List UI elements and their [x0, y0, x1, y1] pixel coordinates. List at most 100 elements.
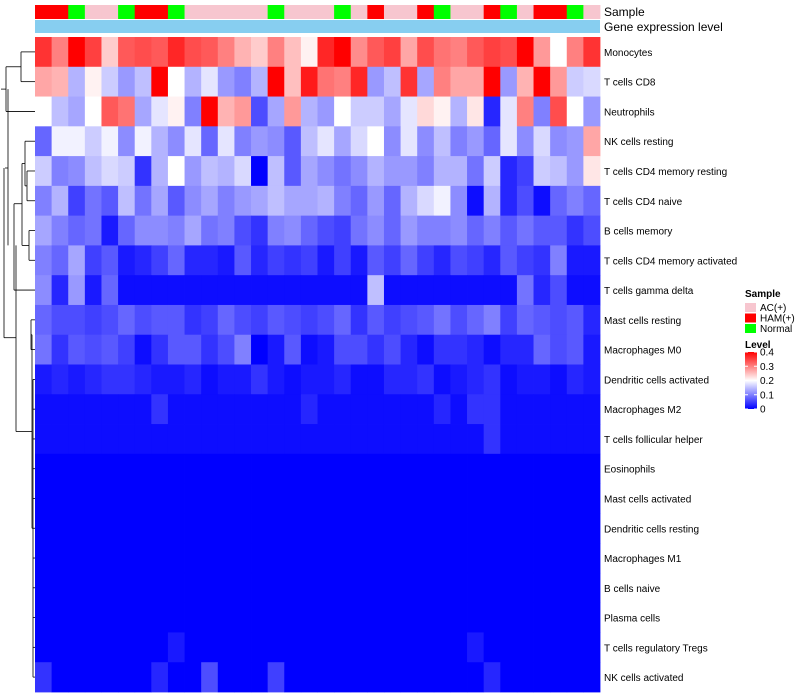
heatmap-cell [334, 632, 352, 663]
heatmap-cell [566, 126, 584, 157]
heatmap-cell [583, 334, 601, 365]
heatmap-cell [500, 453, 518, 484]
heatmap-cell [267, 96, 285, 127]
heatmap-cell [68, 66, 86, 97]
heatmap-cell [317, 632, 335, 663]
heatmap-cell [167, 453, 185, 484]
heatmap-cell [550, 632, 568, 663]
heatmap-cell [367, 364, 385, 395]
heatmap-cell [68, 453, 86, 484]
heatmap-cell [118, 245, 136, 276]
heatmap-cell [566, 513, 584, 544]
heatmap-cell [533, 632, 551, 663]
heatmap-cell [35, 483, 53, 514]
heatmap-cell [217, 424, 235, 455]
sample-annotation-cell [450, 5, 468, 19]
heatmap-cell [35, 602, 53, 633]
heatmap-cell [433, 602, 451, 633]
heatmap-cell [267, 364, 285, 395]
heatmap-cell [251, 364, 269, 395]
heatmap-cell [433, 245, 451, 276]
heatmap-cell [201, 66, 219, 97]
legend-level-tick-label: 0 [760, 405, 766, 416]
heatmap-cell [583, 602, 601, 633]
heatmap-cell [234, 483, 252, 514]
heatmap-cell [550, 156, 568, 187]
heatmap-cell [350, 37, 368, 68]
heatmap-cell [550, 37, 568, 68]
heatmap-cell [151, 632, 169, 663]
heatmap-cell [234, 245, 252, 276]
heatmap-cell [217, 185, 235, 217]
heatmap-cell [151, 245, 169, 276]
heatmap-cell [450, 185, 468, 217]
heatmap-cell [450, 543, 468, 574]
heatmap-cell [251, 37, 269, 68]
heatmap-cell [433, 156, 451, 187]
heatmap-cell [550, 364, 568, 395]
heatmap-cell [118, 37, 136, 68]
heatmap-cell [300, 483, 318, 514]
heatmap-cell [400, 96, 418, 127]
heatmap-cell [84, 185, 102, 217]
heatmap-cell [167, 632, 185, 663]
heatmap-cell [516, 245, 534, 276]
heatmap-cell [251, 483, 269, 514]
heatmap-cell [300, 156, 318, 187]
heatmap-cell [500, 483, 518, 514]
sample-annotation-cell [334, 5, 352, 19]
heatmap-cell [400, 602, 418, 633]
heatmap-cell [300, 513, 318, 544]
heatmap-cell [566, 394, 584, 425]
heatmap-cell [566, 215, 584, 246]
heatmap-cell [284, 126, 302, 157]
heatmap-cell [151, 543, 169, 574]
heatmap-cell [51, 424, 69, 455]
heatmap-cell [184, 364, 202, 395]
heatmap-cell [566, 364, 584, 395]
heatmap-cell [483, 572, 501, 604]
heatmap-cell [550, 334, 568, 365]
heatmap-cell [566, 662, 584, 693]
heatmap-cell [516, 37, 534, 68]
heatmap-cell [167, 483, 185, 514]
heatmap-cell [151, 275, 169, 306]
sample-annotation-cell [201, 5, 219, 19]
heatmap-cell [68, 513, 86, 544]
heatmap-cell [68, 275, 86, 306]
heatmap-cell [367, 662, 385, 693]
heatmap-cell [566, 453, 584, 484]
heatmap-cell [483, 215, 501, 246]
row-label: T cells CD8 [604, 78, 656, 89]
row-label: T cells gamma delta [604, 286, 694, 297]
heatmap-cell [234, 156, 252, 187]
heatmap-cell [317, 156, 335, 187]
heatmap-cell [583, 275, 601, 306]
heatmap-cell [184, 483, 202, 514]
heatmap-cell [417, 37, 435, 68]
heatmap-cell [68, 37, 86, 68]
heatmap-cell [51, 632, 69, 663]
heatmap-cell [35, 185, 53, 217]
heatmap-cell [367, 66, 385, 97]
heatmap-cell [516, 424, 534, 455]
heatmap-cell [217, 543, 235, 574]
heatmap-cell [84, 543, 102, 574]
heatmap-cell [84, 602, 102, 633]
heatmap-cell [566, 275, 584, 306]
heatmap-cell [500, 126, 518, 157]
heatmap-cell [317, 602, 335, 633]
sample-annotation-cell [533, 5, 551, 19]
heatmap-cell [118, 364, 136, 395]
sample-annotation-cell [483, 5, 501, 19]
heatmap-cell [533, 424, 551, 455]
heatmap-cell [334, 275, 352, 306]
heatmap-cell [68, 185, 86, 217]
heatmap-cell [101, 513, 119, 544]
row-label: T cells CD4 memory resting [604, 167, 727, 178]
heatmap-cell [533, 126, 551, 157]
heatmap-cell [201, 394, 219, 425]
heatmap-cell [533, 453, 551, 484]
row-label: Macrophages M1 [604, 554, 682, 565]
heatmap-cell [151, 394, 169, 425]
